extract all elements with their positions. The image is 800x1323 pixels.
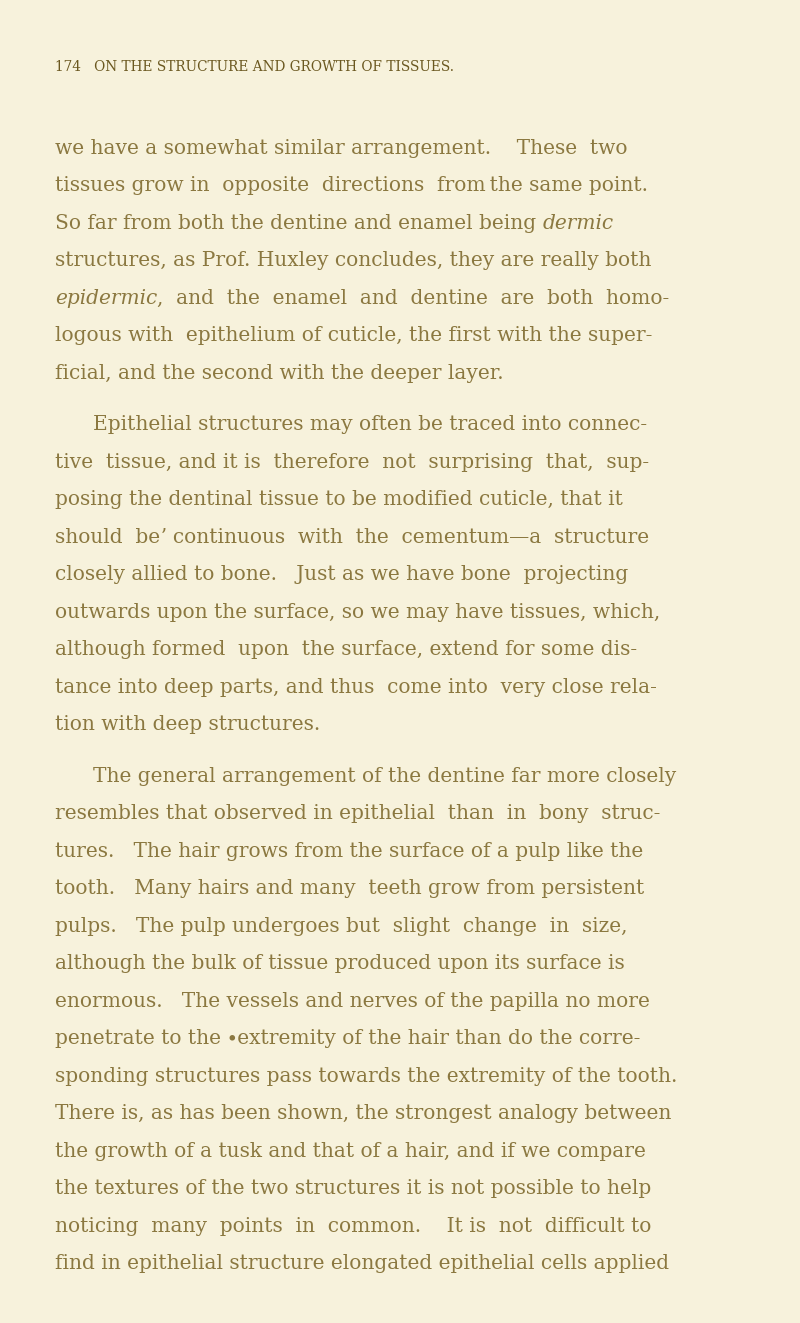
- Text: logous with  epithelium of cuticle, the first with the super-: logous with epithelium of cuticle, the f…: [55, 327, 652, 345]
- Text: closely allied to bone.   Just as we have bone  projecting: closely allied to bone. Just as we have …: [55, 565, 628, 585]
- Text: epidermic: epidermic: [55, 288, 158, 308]
- Text: So far from both the dentine and enamel being: So far from both the dentine and enamel …: [55, 214, 542, 233]
- Text: penetrate to the ∙extremity of the hair than do the corre-: penetrate to the ∙extremity of the hair …: [55, 1029, 640, 1048]
- Text: tooth.   Many hairs and many  teeth grow from persistent: tooth. Many hairs and many teeth grow fr…: [55, 878, 644, 898]
- Text: posing the dentinal tissue to be modified cuticle, that it: posing the dentinal tissue to be modifie…: [55, 490, 623, 509]
- Text: resembles that observed in epithelial  than  in  bony  struc-: resembles that observed in epithelial th…: [55, 804, 660, 823]
- Text: tion with deep structures.: tion with deep structures.: [55, 716, 320, 734]
- Text: tive  tissue, and it is  therefore  not  surprising  that,  sup-: tive tissue, and it is therefore not sur…: [55, 452, 649, 471]
- Text: tissues grow in  opposite  directions  from the same point.: tissues grow in opposite directions from…: [55, 176, 648, 196]
- Text: ,  and  the  enamel  and  dentine  are  both  homo-: , and the enamel and dentine are both ho…: [158, 288, 670, 308]
- Text: structures, as Prof. Huxley concludes, they are really both: structures, as Prof. Huxley concludes, t…: [55, 251, 651, 270]
- Text: the textures of the two structures it is not possible to help: the textures of the two structures it is…: [55, 1179, 651, 1199]
- Text: There is, as has been shown, the strongest analogy between: There is, as has been shown, the stronge…: [55, 1103, 671, 1123]
- Text: enormous.   The vessels and nerves of the papilla no more: enormous. The vessels and nerves of the …: [55, 991, 650, 1011]
- Text: dermic: dermic: [542, 214, 614, 233]
- Text: 174   ON THE STRUCTURE AND GROWTH OF TISSUES.: 174 ON THE STRUCTURE AND GROWTH OF TISSU…: [55, 60, 454, 74]
- Text: should  beʼ continuous  with  the  cementum—a  structure: should beʼ continuous with the cementum—…: [55, 528, 649, 546]
- Text: find in epithelial structure elongated epithelial cells applied: find in epithelial structure elongated e…: [55, 1254, 669, 1273]
- Text: we have a somewhat similar arrangement.    These  two: we have a somewhat similar arrangement. …: [55, 139, 627, 157]
- Text: ficial, and the second with the deeper layer.: ficial, and the second with the deeper l…: [55, 364, 504, 382]
- Text: sponding structures pass towards the extremity of the tooth.: sponding structures pass towards the ext…: [55, 1066, 678, 1086]
- Text: tures.   The hair grows from the surface of a pulp like the: tures. The hair grows from the surface o…: [55, 841, 643, 860]
- Text: although formed  upon  the surface, extend for some dis-: although formed upon the surface, extend…: [55, 640, 637, 659]
- Text: tance into deep parts, and thus  come into  very close rela-: tance into deep parts, and thus come int…: [55, 677, 657, 697]
- Text: although the bulk of tissue produced upon its surface is: although the bulk of tissue produced upo…: [55, 954, 625, 972]
- Text: Epithelial structures may often be traced into connec-: Epithelial structures may often be trace…: [93, 415, 647, 434]
- Text: pulps.   The pulp undergoes but  slight  change  in  size,: pulps. The pulp undergoes but slight cha…: [55, 917, 627, 935]
- Text: the growth of a tusk and that of a hair, and if we compare: the growth of a tusk and that of a hair,…: [55, 1142, 646, 1160]
- Text: noticing  many  points  in  common.    It is  not  difficult to: noticing many points in common. It is no…: [55, 1217, 651, 1236]
- Text: outwards upon the surface, so we may have tissues, which,: outwards upon the surface, so we may hav…: [55, 603, 660, 622]
- Text: The general arrangement of the dentine far more closely: The general arrangement of the dentine f…: [93, 766, 676, 786]
